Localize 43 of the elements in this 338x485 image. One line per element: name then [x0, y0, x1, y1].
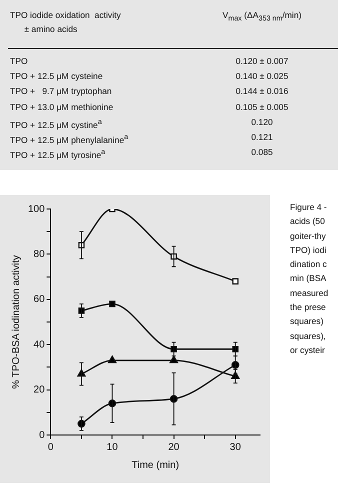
text: 0.120 ± 0.007 — [236, 55, 288, 68]
text: 0.085 — [251, 146, 273, 160]
y-tick-label: 40 — [34, 339, 46, 350]
text: goiter-thy — [290, 230, 326, 241]
text: squares) — [290, 316, 324, 326]
text: TPO + 9.7 μM tryptophan — [10, 85, 112, 98]
text: TPO + 12.5 μM cysteine — [10, 70, 103, 84]
text: TPO + 12.5 μM cystine$^{a}$ — [10, 116, 102, 132]
point — [109, 300, 116, 308]
text: 0.144 ± 0.016 — [236, 85, 288, 98]
text: squares), — [290, 330, 326, 341]
text: 0.105 ± 0.005 — [236, 100, 288, 114]
caption: Figure 4 - — [290, 202, 327, 212]
x-tick-label: 0 — [48, 442, 54, 453]
text: acids (50 — [290, 216, 325, 226]
y-tick-label: 20 — [34, 384, 46, 396]
y-tick-label: 80 — [34, 248, 46, 260]
x-tick-label: 10 — [106, 442, 118, 453]
point — [108, 356, 116, 364]
text: TPO + 13.0 μM methionine — [10, 100, 114, 114]
text: 0.120 — [251, 116, 273, 129]
text: dination c — [290, 259, 327, 270]
text: TPO — [10, 55, 28, 68]
text: TPO iodide oxidation activity ± amino acids — [10, 9, 121, 36]
text: or cysteir — [290, 344, 325, 355]
y-tick-label: 0 — [39, 430, 46, 441]
x-axis-title: Time (min) — [132, 460, 180, 471]
point — [170, 356, 178, 364]
x-tick-label: 20 — [168, 442, 180, 453]
text: TPO + 12.5 μM tyrosine$^{a}$ — [10, 147, 106, 162]
text: 0.140 ± 0.025 — [236, 70, 288, 84]
text: V$_{max}$ (ΔA$_{353 nm}$/min) — [222, 9, 302, 25]
y-tick-label: 60 — [34, 294, 46, 306]
text: TPO + 12.5 μM phenylalanine$^{a}$ — [10, 132, 128, 147]
text: 0.121 — [251, 131, 273, 144]
y-tick-label: 100 — [28, 204, 46, 215]
text: TPO) iodi — [290, 244, 326, 255]
text: min (BSA — [290, 273, 326, 284]
x-tick-label: 30 — [230, 442, 242, 453]
point — [232, 278, 239, 284]
text: measured — [290, 288, 328, 298]
text: the prese — [290, 302, 326, 312]
y-axis-title: % TPO-BSA iodination activity — [10, 255, 22, 389]
